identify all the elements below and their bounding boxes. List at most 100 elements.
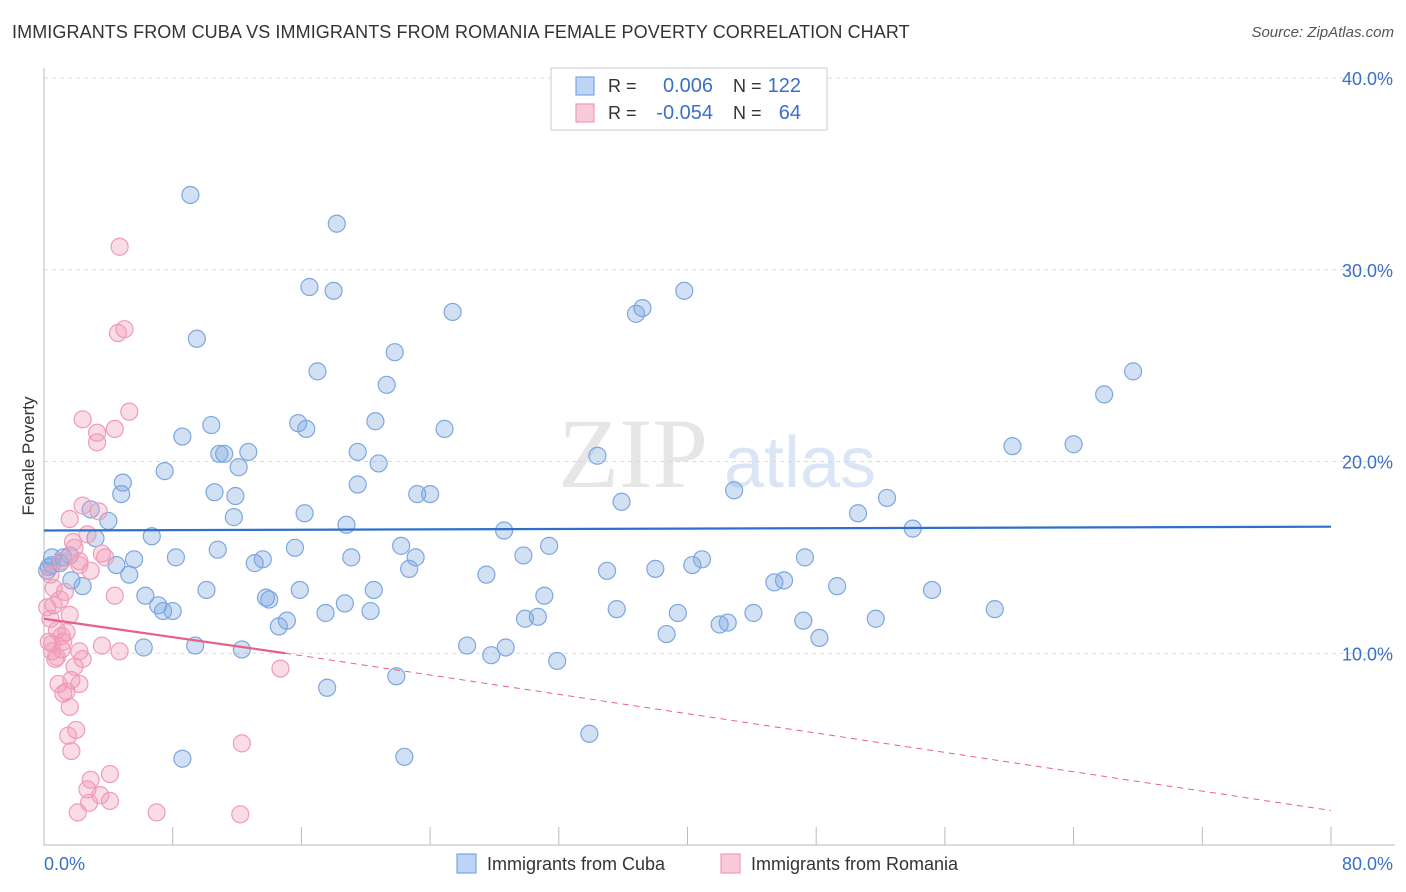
point-romania	[100, 791, 120, 810]
point-cuba	[142, 527, 161, 546]
point-cuba	[528, 607, 547, 626]
point-romania	[55, 582, 75, 601]
x-tick-labels: 0.0% 80.0%	[44, 854, 1393, 874]
trend-line-cuba	[43, 525, 1332, 532]
point-romania	[57, 682, 76, 701]
point-romania	[92, 544, 112, 563]
point-cuba	[197, 580, 216, 600]
point-romania	[44, 596, 63, 615]
point-cuba	[229, 458, 248, 477]
point-cuba	[173, 749, 192, 768]
point-cuba	[408, 484, 427, 504]
point-romania	[73, 410, 92, 429]
point-cuba	[387, 667, 406, 686]
point-cuba	[155, 461, 174, 481]
stats-n-value-cuba: 122	[768, 75, 801, 97]
point-cuba	[985, 600, 1004, 619]
point-cuba	[683, 555, 702, 575]
source-label: Source: ZipAtlas.com	[1251, 24, 1394, 41]
point-cuba	[633, 299, 652, 318]
point-romania	[73, 496, 92, 515]
point-cuba	[922, 580, 942, 600]
point-cuba	[153, 601, 173, 621]
watermark-atlas: atlas	[724, 423, 876, 503]
watermark-zip: ZIP	[558, 398, 708, 509]
point-cuba	[548, 651, 567, 671]
point-cuba	[136, 586, 155, 605]
point-cuba	[277, 611, 297, 630]
legend: Immigrants from Cuba Immigrants from Rom…	[456, 853, 959, 874]
point-romania	[105, 586, 124, 605]
point-romania	[89, 502, 108, 521]
stats-swatch-cuba	[575, 76, 595, 96]
point-romania	[87, 433, 107, 452]
chart-title: IMMIGRANTS FROM CUBA VS IMMIGRANTS FROM …	[12, 22, 910, 42]
point-cuba	[496, 638, 515, 657]
point-romania	[60, 509, 79, 529]
point-cuba	[406, 548, 425, 567]
point-cuba	[112, 484, 131, 504]
point-cuba	[364, 580, 383, 600]
x-tick-label: 80.0%	[1342, 854, 1393, 874]
point-romania	[120, 402, 139, 421]
point-romania	[39, 632, 58, 651]
point-romania	[110, 642, 129, 661]
point-romania	[110, 237, 129, 256]
point-cuba	[400, 559, 419, 578]
point-cuba	[208, 540, 227, 559]
point-cuba	[318, 678, 337, 697]
point-cuba	[297, 419, 316, 439]
point-romania	[42, 634, 62, 653]
stats-r-label-cuba: R =	[608, 76, 637, 96]
point-cuba	[295, 504, 314, 523]
point-cuba	[335, 594, 354, 613]
y-tick-label: 20.0%	[1342, 453, 1393, 473]
point-cuba	[668, 603, 687, 623]
stats-r-value-cuba: 0.006	[663, 75, 713, 97]
legend-label-cuba: Immigrants from Cuba	[487, 854, 666, 874]
point-romania	[60, 697, 79, 717]
point-cuba	[1003, 437, 1022, 456]
point-cuba	[285, 538, 305, 557]
trend-line-romania-extension	[285, 652, 1332, 811]
point-cuba	[62, 571, 81, 590]
point-cuba	[348, 475, 367, 494]
point-cuba	[256, 588, 276, 607]
point-cuba	[348, 442, 367, 462]
trend-line-romania	[43, 617, 286, 655]
point-cuba	[495, 521, 514, 540]
point-cuba	[580, 724, 599, 743]
point-cuba	[866, 609, 885, 628]
point-cuba	[327, 214, 346, 233]
point-romania	[68, 803, 87, 822]
point-cuba	[181, 185, 200, 205]
point-cuba	[239, 442, 258, 462]
point-romania	[105, 419, 124, 439]
point-cuba	[1064, 435, 1083, 454]
point-cuba	[795, 548, 815, 567]
point-cuba	[646, 559, 665, 578]
point-cuba	[342, 548, 361, 567]
point-cuba	[377, 375, 396, 394]
point-cuba	[113, 473, 132, 492]
stats-r-label-romania: R =	[608, 103, 637, 123]
point-romania	[271, 659, 290, 678]
point-cuba	[477, 565, 496, 584]
point-romania	[52, 552, 71, 571]
point-cuba	[744, 603, 763, 623]
point-cuba	[202, 415, 221, 435]
point-cuba	[316, 603, 335, 623]
point-romania	[65, 538, 84, 557]
point-cuba	[597, 561, 617, 580]
point-cuba	[535, 586, 554, 605]
point-romania	[73, 649, 92, 669]
point-cuba	[226, 486, 245, 506]
point-cuba	[458, 636, 477, 655]
series-cuba-points	[38, 185, 1143, 768]
point-cuba	[166, 548, 186, 567]
point-cuba	[224, 508, 243, 527]
point-cuba	[134, 638, 153, 657]
point-cuba	[443, 302, 462, 322]
point-romania	[87, 423, 107, 442]
point-romania	[47, 647, 66, 667]
